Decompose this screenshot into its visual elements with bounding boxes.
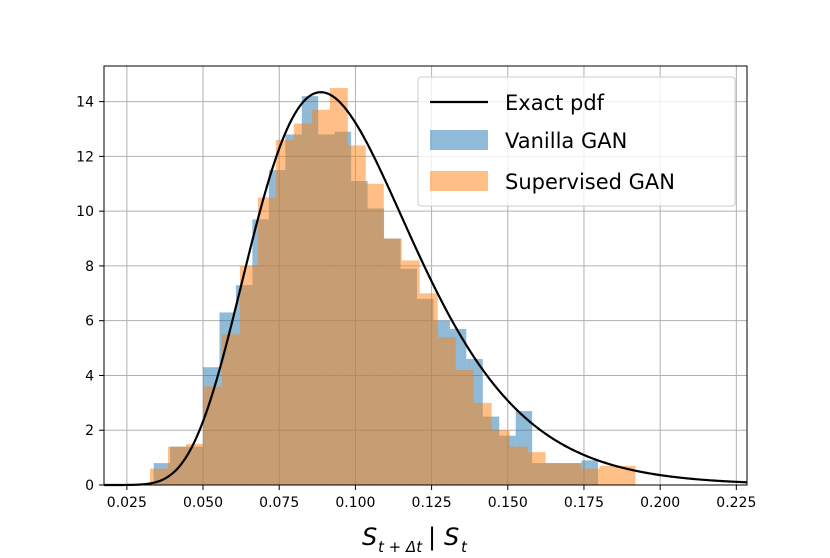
x-tick-label-7: 0.200 (640, 495, 680, 511)
legend-box (417, 76, 736, 207)
exact-pdf-curve (104, 91, 748, 487)
supervised-gan-bar-4 (221, 334, 240, 485)
supervised-gan-bar-11 (347, 145, 366, 485)
x-axis-label-sub1: t + Δt (378, 538, 423, 554)
y-tick-label-4: 8 (85, 259, 94, 275)
legend-swatch-supervised-gan (430, 171, 488, 191)
x-axis-ticks: 0.025 0.050 0.075 0.100 0.125 0.150 0.175 0.200… (107, 485, 756, 511)
supervised-gan-bar-6 (257, 197, 276, 485)
x-axis-label: S t + Δt | S t (362, 523, 468, 556)
y-tick-label-6: 12 (76, 149, 94, 165)
y-tick-label-1: 2 (85, 423, 94, 439)
supervised-gan-bar-10 (329, 87, 348, 485)
supervised-gan-bar-8 (293, 123, 312, 486)
x-tick-label-3: 0.100 (335, 495, 375, 511)
x-axis-label-bar: | (428, 523, 436, 551)
supervised-gan-bar-0 (150, 468, 168, 485)
supervised-gan-bar-15 (419, 293, 438, 485)
x-tick-label-6: 0.175 (564, 495, 604, 511)
x-tick-label-5: 0.150 (488, 495, 528, 511)
x-tick-label-8: 0.225 (716, 495, 756, 511)
legend-label-supervised-gan: Supervised GAN (505, 170, 675, 194)
supervised-gan-bar-19 (491, 430, 510, 485)
exact-pdf-curve-group (104, 91, 748, 487)
supervised-gan-bar-23 (563, 463, 582, 485)
y-axis-ticks: 0 2 4 6 8 10 12 14 (76, 95, 104, 494)
legend-label-vanilla-gan: Vanilla GAN (505, 129, 627, 153)
supervised-gan-bars (150, 87, 636, 486)
supervised-gan-bar-7 (275, 139, 294, 486)
supervised-gan-bar-21 (527, 452, 546, 485)
supervised-gan-bar-16 (437, 337, 456, 485)
supervised-gan-bar-14 (401, 260, 420, 485)
supervised-gan-bar-18 (473, 402, 492, 485)
x-tick-label-4: 0.125 (412, 495, 452, 511)
supervised-gan-bar-5 (239, 265, 258, 485)
supervised-gan-bar-9 (311, 109, 330, 486)
supervised-gan-bar-25 (599, 465, 618, 485)
x-tick-label-0: 0.025 (107, 495, 147, 511)
supervised-gan-bar-12 (365, 183, 384, 485)
legend-label-exact-pdf: Exact pdf (505, 91, 605, 115)
plot-frame (103, 65, 748, 486)
supervised-gan-bar-24 (581, 468, 600, 485)
x-axis-label-main: S (362, 523, 377, 551)
supervised-gan-bar-2 (185, 443, 204, 485)
supervised-gan-bar-17 (455, 369, 474, 485)
supervised-gan-bar-1 (167, 446, 186, 485)
x-axis-label-main2: S (444, 523, 459, 551)
y-tick-label-3: 6 (85, 314, 94, 330)
x-tick-label-1: 0.050 (183, 495, 223, 511)
y-tick-label-5: 10 (76, 204, 94, 220)
y-tick-label-7: 14 (76, 95, 94, 111)
supervised-gan-bar-22 (545, 463, 564, 485)
legend: Exact pdf Vanilla GAN Supervised GAN (417, 76, 736, 207)
y-tick-label-0: 0 (85, 478, 94, 494)
y-tick-label-2: 4 (85, 368, 94, 384)
legend-swatch-vanilla-gan (430, 130, 488, 150)
supervised-gan-bar-13 (383, 238, 402, 485)
x-axis-label-sub2: t (461, 538, 468, 554)
supervised-gan-bar-3 (203, 386, 222, 485)
x-tick-label-2: 0.075 (259, 495, 299, 511)
supervised-gan-bar-20 (509, 446, 528, 485)
